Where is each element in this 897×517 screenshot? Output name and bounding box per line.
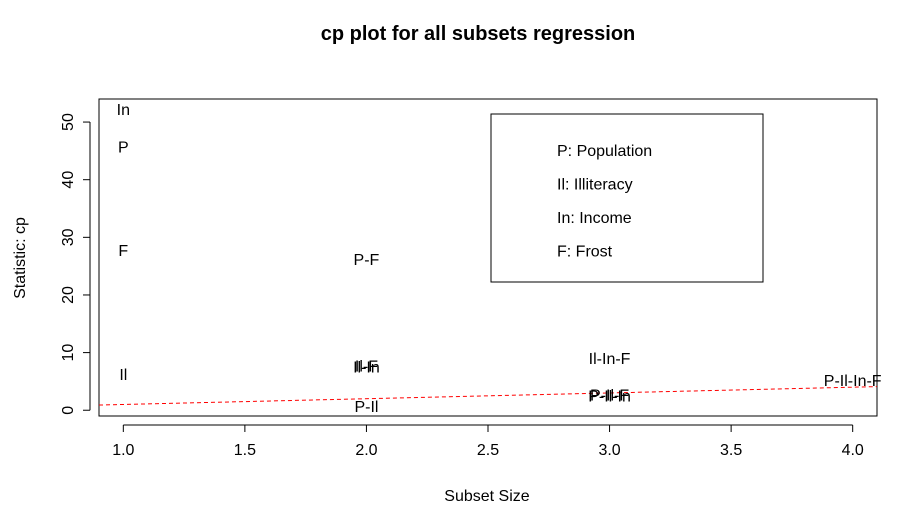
x-tick-label: 4.0 xyxy=(842,442,864,459)
x-tick-label: 3.5 xyxy=(720,442,742,459)
legend-entry: In: Income xyxy=(557,210,632,227)
point-label: Il-F xyxy=(355,359,378,376)
x-tick-label: 2.5 xyxy=(477,442,499,459)
point-label: P-F xyxy=(354,252,380,269)
chart-title: cp plot for all subsets regression xyxy=(321,23,636,45)
reference-line xyxy=(99,386,877,406)
x-tick-label: 1.0 xyxy=(112,442,134,459)
point-label: P-Il-In-F xyxy=(824,373,882,390)
point-label: Il-In-F xyxy=(589,351,631,368)
y-tick-label: 10 xyxy=(60,344,77,362)
y-tick-label: 0 xyxy=(60,406,77,415)
point-label: P xyxy=(118,139,129,156)
y-tick-label: 30 xyxy=(60,228,77,246)
x-tick-label: 2.0 xyxy=(355,442,377,459)
plot-frame xyxy=(98,98,878,417)
x-tick-label: 1.5 xyxy=(234,442,256,459)
y-axis-label: Statistic: cp xyxy=(12,217,29,299)
point-label: F xyxy=(118,243,128,260)
point-label: P-Il-F xyxy=(590,387,629,404)
legend-entry: Il: Illiteracy xyxy=(557,177,633,194)
plot-area xyxy=(98,98,878,417)
legend-entry: F: Frost xyxy=(557,244,613,261)
y-tick-label: 40 xyxy=(60,171,77,189)
point-label: Il-In xyxy=(353,360,380,377)
point-label: In xyxy=(117,102,130,119)
legend: P: Population Il: Illiteracy In: Income F: … xyxy=(490,113,764,283)
legend-entry: P: Population xyxy=(557,143,652,160)
data-labels: InPFIlP-FIl-FIl-InP-IlIl-In-FP-Il-FP-Il-… xyxy=(117,102,882,416)
point-label: P-Il-In xyxy=(588,388,631,405)
legend-box xyxy=(490,113,764,283)
x-axis-label: Subset Size xyxy=(444,488,529,505)
x-tick-label: 3.0 xyxy=(598,442,620,459)
point-label: P-Il xyxy=(354,399,378,416)
x-axis: 1.0 1.5 2.0 2.5 3.0 3.5 4.0 xyxy=(112,424,864,459)
y-axis: 0 10 20 30 40 50 xyxy=(60,113,91,415)
y-tick-label: 50 xyxy=(60,113,77,131)
point-label: Il xyxy=(119,367,127,384)
y-tick-label: 20 xyxy=(60,286,77,304)
